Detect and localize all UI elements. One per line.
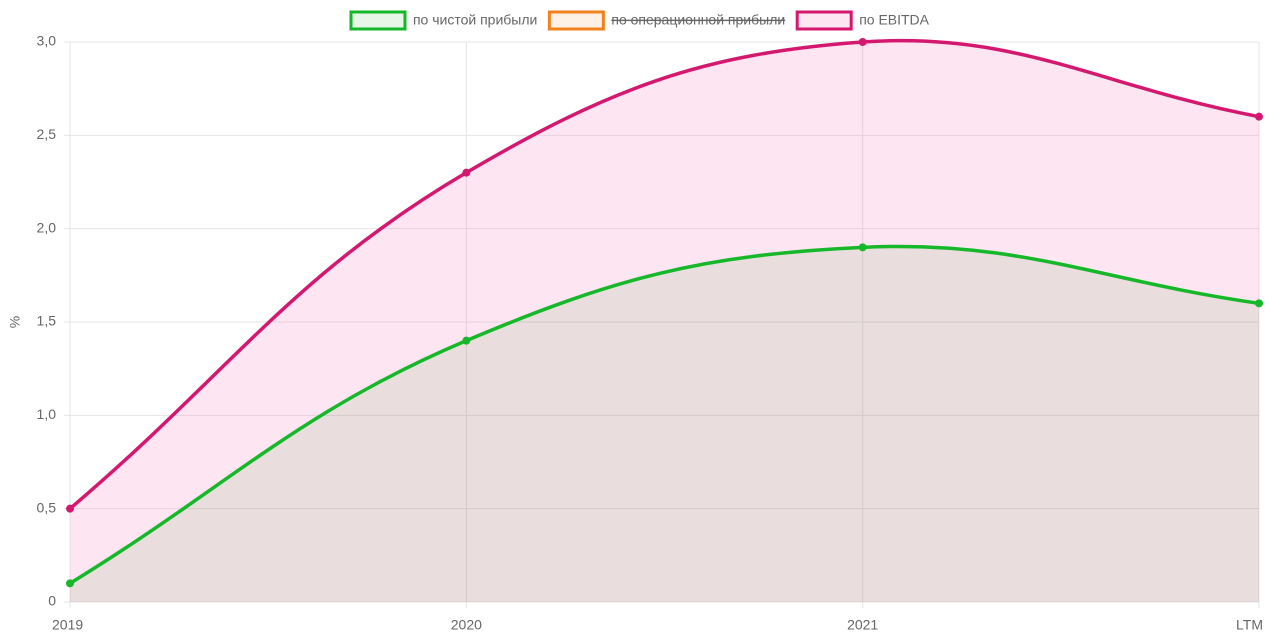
area (70, 246, 1259, 602)
legend-label[interactable]: по EBITDA (859, 12, 929, 28)
y-tick-label: 1,0 (37, 406, 57, 422)
legend-swatch[interactable] (547, 10, 605, 31)
point (858, 243, 867, 252)
legend-swatch[interactable] (795, 10, 853, 31)
y-tick-label: 2,0 (37, 219, 57, 235)
x-tick-label: 2021 (847, 617, 878, 633)
point (1255, 112, 1263, 121)
legend-swatch[interactable] (349, 10, 407, 31)
x-tick-label: 2019 (52, 617, 83, 633)
y-tick-label: 1,5 (37, 313, 57, 329)
point (858, 38, 867, 46)
point (66, 504, 74, 513)
x-tick-label: 2020 (451, 617, 482, 633)
point (1255, 299, 1263, 308)
legend-label[interactable]: по операционной прибыли (611, 12, 785, 28)
point (462, 168, 471, 177)
point (462, 336, 471, 345)
y-tick-label: 0 (48, 593, 56, 609)
x-tick-label: LTM (1236, 617, 1263, 633)
y-tick-label: 2,5 (37, 126, 57, 142)
y-tick-label: 0,5 (37, 499, 57, 515)
y-axis-label: % (7, 316, 23, 328)
line (69, 244, 1260, 585)
point (66, 579, 74, 588)
y-tick-label: 3,0 (37, 33, 57, 49)
line (68, 38, 1260, 511)
area (70, 40, 1259, 602)
legend-label[interactable]: по чистой прибыли (413, 12, 537, 28)
